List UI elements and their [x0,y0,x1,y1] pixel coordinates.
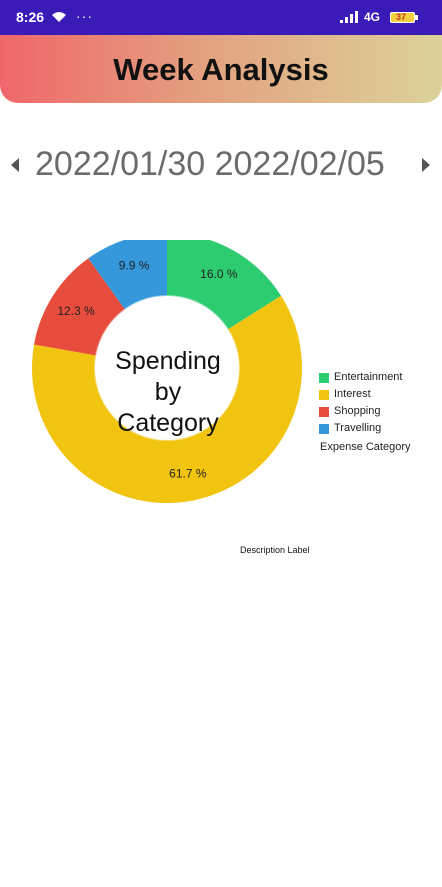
legend-label: Entertainment [334,371,403,383]
legend-label: Travelling [334,422,382,434]
notification-dots: ··· [76,8,93,24]
slice-travelling[interactable] [88,240,167,310]
center-line-3: Category [117,409,219,437]
center-line-2: by [154,378,182,406]
donut-hole [103,304,231,432]
slice-value-label: 9.9 % [119,259,150,273]
legend-swatch-shopping [319,407,329,417]
legend-swatch-entertainment [319,373,329,383]
network-type: 4G [364,10,381,24]
spending-donut-chart: 16.0 % 61.7 % 12.3 % 9.9 % Spending by Cate… [0,240,442,580]
status-time: 8:26 [16,9,45,25]
slice-shopping[interactable] [34,258,126,356]
chart-description: Description Label [240,545,310,555]
battery-tip [415,15,418,20]
slice-interest[interactable] [32,295,303,503]
previous-week-icon[interactable] [11,158,19,172]
donut-chart-svg: 16.0 % 61.7 % 12.3 % 9.9 % [32,240,303,503]
next-week-icon[interactable] [422,158,430,172]
slice-value-label: 12.3 % [57,304,95,318]
legend-label: Interest [334,388,371,400]
legend-swatch-travelling [319,424,329,434]
slice-value-label: 16.0 % [200,267,238,281]
legend-swatch-interest [319,390,329,400]
legend-label: Shopping [334,405,381,417]
page-title: Week Analysis [113,52,329,87]
date-range: 2022/01/30 2022/02/05 [35,145,385,183]
battery-icon [390,12,415,23]
chart-center-text: Spending by Category [93,346,243,439]
date-navigator: 2022/01/30 2022/02/05 [0,143,442,193]
slice-entertainment[interactable] [167,240,282,330]
wifi-icon [52,12,66,22]
legend-title: Expense Category [320,441,411,453]
app-header: Week Analysis [0,35,442,103]
center-line-1: Spending [115,347,221,375]
status-bar: 8:26 ··· 4G 37 [0,0,442,35]
signal-icon [340,11,358,23]
slice-value-label: 61.7 % [169,466,207,480]
battery-level: 37 [396,12,407,22]
